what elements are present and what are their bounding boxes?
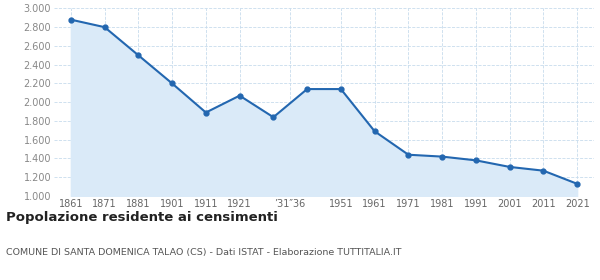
Text: Popolazione residente ai censimenti: Popolazione residente ai censimenti — [6, 211, 278, 224]
Text: COMUNE DI SANTA DOMENICA TALAO (CS) - Dati ISTAT - Elaborazione TUTTITALIA.IT: COMUNE DI SANTA DOMENICA TALAO (CS) - Da… — [6, 248, 401, 257]
